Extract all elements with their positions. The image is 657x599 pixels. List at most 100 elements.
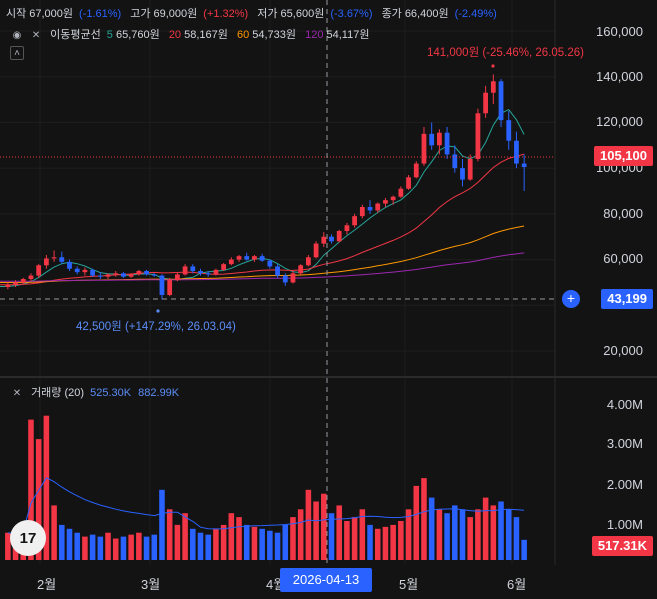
candle-body (244, 256, 250, 260)
candle-body (383, 200, 388, 204)
volume-close-icon[interactable]: ✕ (12, 387, 22, 399)
candle-body (97, 275, 103, 277)
volume-bar (282, 524, 289, 560)
volume-bar (313, 501, 319, 560)
high-change: (+1.32%) (203, 8, 249, 20)
volume-bar (82, 536, 88, 560)
candle-body (182, 266, 188, 275)
volume-bar (259, 528, 265, 560)
volume-bar (390, 524, 396, 560)
ma5-period: 5 (106, 29, 113, 41)
volume-bar (236, 517, 242, 560)
volume-bar (59, 524, 65, 560)
volume-bar (159, 489, 165, 560)
eye-icon[interactable]: ◉ (12, 29, 22, 41)
volume-bar (505, 509, 512, 560)
volume-bar (267, 530, 273, 560)
candle-body (429, 133, 435, 146)
candle-body (105, 274, 111, 277)
candle-body (82, 269, 88, 273)
volume-bar (467, 517, 473, 560)
candle-body (329, 236, 334, 242)
high-annotation: 141,000원 (-25.46%, 26.05.26) (427, 47, 584, 59)
candle-body (421, 133, 427, 164)
price-axis-label: 140,000 (596, 69, 643, 84)
volume-bar (367, 524, 373, 560)
candle-body (436, 132, 442, 146)
crosshair-price-tag: 43,199 (601, 289, 653, 309)
price-axis-label: 80,000 (603, 206, 643, 221)
candle-body (67, 261, 72, 269)
low-value: 65,600원 (280, 8, 325, 20)
close-icon[interactable]: ✕ (31, 29, 41, 41)
ma120-period: 120 (305, 29, 324, 41)
candle-body (460, 168, 465, 180)
candle-body (506, 120, 512, 141)
volume-bar (297, 509, 304, 560)
volume-bar (112, 538, 119, 560)
tradingview-logo[interactable]: 17 (10, 520, 46, 556)
volume-bar (513, 517, 520, 560)
volume-bar (336, 505, 342, 560)
candle-body (43, 258, 49, 266)
candle-body (406, 177, 411, 189)
candle-body (174, 274, 180, 281)
candle-body (267, 260, 273, 267)
volume-bar (351, 517, 358, 560)
volume-bar (89, 534, 96, 560)
volume-bar (74, 532, 80, 560)
volume-bar (428, 497, 435, 560)
volume-bar (97, 536, 104, 560)
candle-body (305, 257, 311, 266)
candle-body (167, 280, 173, 295)
ma5-value: 65,760원 (115, 29, 160, 41)
volume-bar (151, 534, 158, 560)
ma60-period: 60 (236, 29, 250, 41)
add-alert-plus-icon[interactable]: + (562, 290, 580, 308)
candle-body (90, 269, 96, 276)
candle-body (190, 266, 196, 271)
volume-bar (498, 501, 504, 560)
high-value: 69,000원 (153, 8, 198, 20)
volume-bar (521, 539, 527, 560)
time-axis-label: 6월 (507, 577, 527, 592)
volume-legend: ✕ 거래량 (20) 525.30K 882.99K (10, 384, 179, 400)
volume-bar (205, 534, 211, 560)
candle-body (413, 163, 419, 178)
ma20-period: 20 (168, 29, 182, 41)
candle-body (236, 256, 242, 260)
candle-body (390, 196, 396, 201)
candle-body (36, 265, 42, 276)
candle-body (359, 207, 365, 217)
volume-bar (143, 536, 150, 560)
volume-bar (382, 526, 389, 560)
time-axis-label: 5월 (399, 577, 419, 592)
candle-body (51, 257, 57, 259)
candle-body (490, 81, 496, 93)
volume-bar (128, 534, 134, 560)
candle-body (136, 271, 142, 275)
volume-bar (5, 532, 11, 560)
collapse-chevron-icon[interactable]: ˄ (10, 46, 24, 60)
candle-body (221, 264, 227, 270)
candle-body (198, 271, 203, 274)
candle-body (344, 225, 350, 231)
open-value: 67,000원 (29, 8, 74, 20)
volume-bar (413, 485, 420, 560)
candle-body (398, 188, 404, 197)
candle-body (5, 284, 11, 287)
current-volume-tag: 517.31K (591, 536, 653, 556)
volume-axis-label: 1.00M (606, 517, 643, 532)
candle-body (321, 236, 327, 244)
volume-bar (436, 509, 443, 560)
volume-title: 거래량 (20) (31, 387, 85, 399)
low-marker (156, 309, 160, 313)
volume-bar (482, 497, 489, 560)
candle-body (259, 256, 265, 261)
ma20-value: 58,167원 (184, 29, 228, 41)
candle-body (475, 113, 481, 159)
candle-body (275, 266, 280, 276)
time-axis-label: 3월 (141, 577, 161, 592)
candle-body (20, 279, 26, 283)
